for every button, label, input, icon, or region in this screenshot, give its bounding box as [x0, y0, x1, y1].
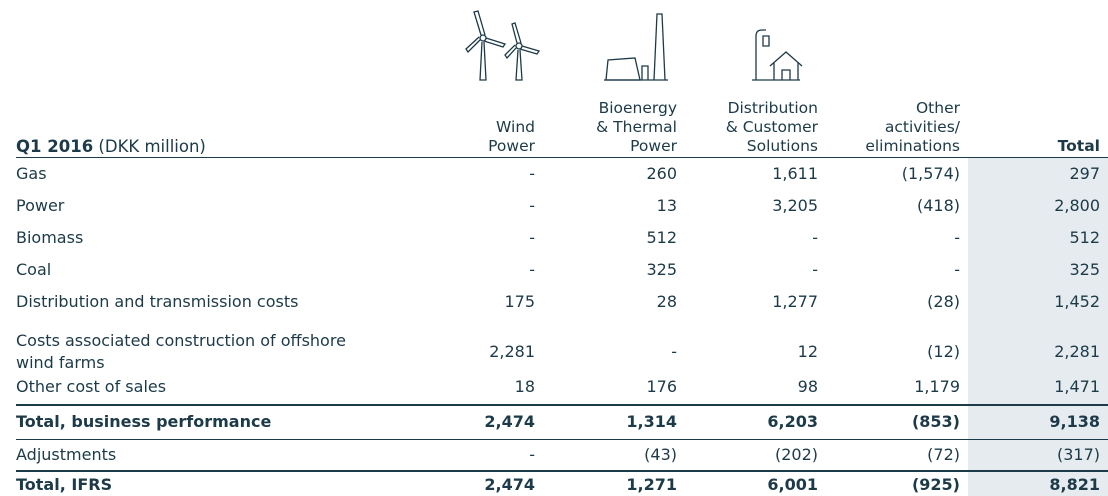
cell: - — [812, 228, 818, 247]
row-label: Gas — [16, 164, 47, 183]
icons — [465, 10, 803, 81]
cell: 1,452 — [1054, 292, 1100, 311]
row-label: Adjustments — [16, 445, 117, 464]
column-header: & Thermal — [596, 118, 677, 136]
row-label: Total, IFRS — [16, 475, 113, 494]
cell: 1,611 — [772, 164, 818, 183]
row-label: Distribution and transmission costs — [16, 292, 299, 311]
cell: - — [529, 164, 535, 183]
cell: 2,474 — [484, 412, 535, 431]
column-header: Bioenergy — [598, 99, 677, 117]
rule-thick — [16, 404, 1108, 406]
rule-thin — [16, 439, 1108, 440]
column-header: & Customer — [725, 118, 818, 136]
cell: 2,474 — [484, 475, 535, 494]
column-header: Other — [915, 99, 960, 117]
column-header: Power — [630, 137, 677, 155]
cell: 2,800 — [1054, 196, 1100, 215]
cell: 98 — [797, 377, 818, 396]
cell: 6,203 — [767, 412, 818, 431]
cell: 1,277 — [772, 292, 818, 311]
cell: 8,821 — [1049, 475, 1100, 494]
cell: 18 — [514, 377, 535, 396]
cell: 512 — [646, 228, 677, 247]
header-rule — [16, 157, 1108, 158]
table-title: Q1 2016 (DKK million) — [16, 137, 206, 156]
distribution-icon — [752, 29, 803, 81]
cell: - — [529, 260, 535, 279]
cell: 2,281 — [489, 342, 535, 361]
cell: (1,574) — [901, 164, 960, 183]
cell: 325 — [646, 260, 677, 279]
cell: 1,271 — [626, 475, 677, 494]
cell: 176 — [646, 377, 677, 396]
cell: 175 — [504, 292, 535, 311]
cell: - — [954, 260, 960, 279]
cell: 1,314 — [626, 412, 677, 431]
cell: (317) — [1056, 445, 1100, 464]
cell: - — [529, 228, 535, 247]
cell: (43) — [644, 445, 677, 464]
cell: - — [671, 342, 677, 361]
cell: 260 — [646, 164, 677, 183]
cell: (418) — [916, 196, 960, 215]
cell: (12) — [927, 342, 960, 361]
column-header: eliminations — [865, 137, 960, 155]
cell: 9,138 — [1049, 412, 1100, 431]
cell: (28) — [927, 292, 960, 311]
column-header: Total — [1057, 137, 1100, 155]
row-label: Coal — [16, 260, 52, 279]
cell: 512 — [1069, 228, 1100, 247]
cell: - — [529, 445, 535, 464]
cell: 2,281 — [1054, 342, 1100, 361]
row-label: Biomass — [16, 228, 84, 247]
cell: (925) — [911, 475, 960, 494]
column-header: Solutions — [746, 137, 818, 155]
column-header: Power — [488, 137, 535, 155]
row-label: Total, business performance — [16, 412, 272, 431]
cell: (202) — [774, 445, 818, 464]
cell: - — [954, 228, 960, 247]
cell: 325 — [1069, 260, 1100, 279]
row-label: Other cost of sales — [16, 377, 167, 396]
cell: 12 — [797, 342, 818, 361]
rule-thick — [16, 470, 1108, 472]
row-label: Power — [16, 196, 65, 215]
cell: - — [812, 260, 818, 279]
cell: 28 — [656, 292, 677, 311]
cell: 297 — [1069, 164, 1100, 183]
cell: 1,179 — [914, 377, 960, 396]
column-header: Distribution — [727, 99, 818, 117]
unit: (DKK million) — [93, 137, 206, 156]
cell: 3,205 — [772, 196, 818, 215]
thermal-icon — [604, 13, 668, 81]
cell: (853) — [911, 412, 960, 431]
cell: - — [529, 196, 535, 215]
cell: 13 — [656, 196, 677, 215]
cell: 1,471 — [1054, 377, 1100, 396]
column-header: activities/ — [884, 118, 960, 136]
row-label: Costs associated construction of offshor… — [16, 331, 346, 372]
column-header: Wind — [496, 118, 535, 136]
cell: 6,001 — [767, 475, 818, 494]
cell: (72) — [927, 445, 960, 464]
title: Q1 2016 — [16, 137, 94, 156]
wind-icon — [465, 10, 541, 81]
